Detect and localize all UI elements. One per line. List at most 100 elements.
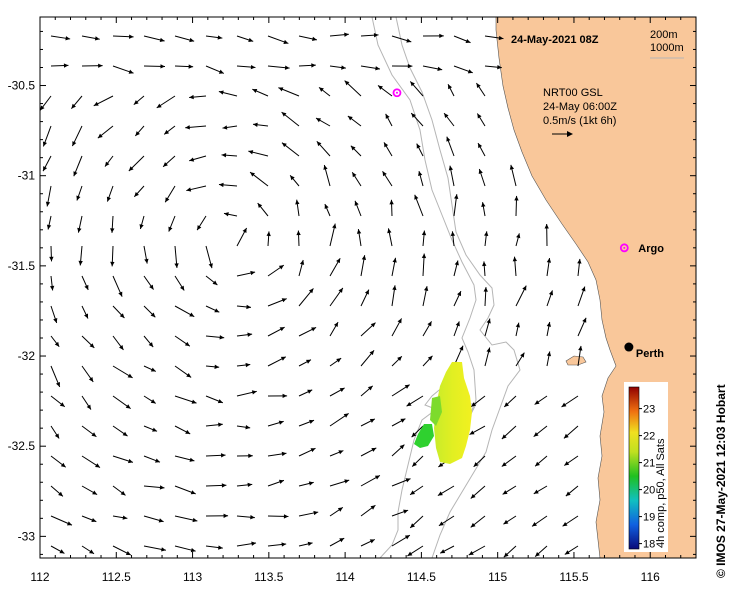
current-arrow (174, 545, 196, 553)
current-arrow (546, 351, 552, 367)
current-arrow (501, 425, 517, 440)
current-arrow (298, 419, 315, 427)
current-arrow (189, 94, 207, 100)
sst-cool-patch (414, 424, 434, 448)
current-arrow (324, 203, 331, 217)
current-arrow (329, 223, 337, 247)
current-arrow (81, 275, 89, 291)
current-arrow (112, 545, 132, 556)
contour-label-200m: 200m (650, 29, 678, 41)
current-arrow (411, 425, 424, 438)
map-title: 24-May-2021 08Z (511, 34, 599, 46)
current-arrow (164, 185, 176, 203)
current-arrow (534, 395, 548, 405)
current-arrow (267, 326, 285, 337)
current-arrow (112, 275, 123, 297)
current-arrow (205, 513, 229, 518)
current-arrow (267, 542, 287, 547)
current-arrow (391, 355, 403, 367)
current-arrow (360, 418, 376, 427)
current-arrow (128, 155, 145, 172)
current-arrow (236, 482, 253, 488)
current-arrow (45, 185, 52, 207)
current-arrow (112, 395, 131, 410)
current-arrow (422, 286, 429, 307)
current-arrow (257, 202, 269, 217)
argo-float-offshore (392, 88, 402, 98)
current-arrow (515, 233, 521, 247)
current-arrow (174, 35, 195, 43)
current-arrow (391, 534, 411, 547)
current-arrow (71, 95, 83, 109)
current-arrow (236, 390, 257, 397)
current-arrow (544, 223, 549, 247)
y-tick-label: -33 (18, 529, 36, 543)
current-arrow (437, 485, 455, 496)
colorbar-tick-label: 21 (643, 458, 655, 470)
current-arrow (448, 165, 455, 187)
current-arrow (329, 537, 345, 547)
current-arrow (391, 509, 409, 517)
x-tick-label: 115 (488, 570, 507, 584)
current-arrow (50, 63, 69, 68)
current-vectors (39, 32, 587, 558)
current-arrow (533, 425, 548, 437)
current-arrow (112, 335, 124, 351)
current-arrow (421, 253, 427, 277)
current-arrow (42, 125, 52, 147)
current-arrow (329, 65, 346, 70)
current-arrow (205, 245, 213, 269)
current-arrow (222, 125, 238, 130)
current-arrow (78, 245, 83, 266)
current-arrow (112, 305, 125, 319)
sst-mid-patch (430, 396, 442, 426)
current-arrow (323, 164, 331, 187)
current-arrow (50, 35, 71, 41)
y-axis: -30.5 -31 -31.5 -32 -32.5 -33 (8, 30, 696, 555)
current-arrow (438, 515, 455, 527)
current-arrow (562, 515, 579, 527)
current-arrow (382, 171, 393, 187)
current-arrow (205, 422, 223, 427)
current-arrow (205, 35, 223, 40)
current-arrow (477, 142, 486, 157)
current-arrow (295, 199, 300, 217)
colorbar-tick-label: 20 (643, 485, 655, 497)
current-arrow (267, 514, 289, 519)
current-arrow (267, 393, 288, 399)
current-arrow (298, 326, 317, 337)
current-arrow (223, 212, 238, 217)
current-arrow (205, 453, 226, 458)
current-arrow (418, 171, 424, 187)
current-arrow (546, 321, 551, 337)
current-arrow (97, 125, 114, 139)
current-arrow (143, 515, 164, 523)
current-arrow (298, 510, 319, 517)
current-arrow (143, 455, 161, 463)
current-arrow (174, 305, 195, 318)
current-arrow (296, 230, 301, 247)
current-arrow (236, 453, 253, 459)
current-arrow (391, 63, 413, 69)
current-arrow (81, 395, 92, 410)
current-arrow (252, 122, 269, 127)
vector-scale-arrow (552, 131, 573, 137)
current-arrow (81, 305, 89, 319)
current-arrow (329, 321, 339, 337)
current-arrow (236, 515, 255, 520)
current-arrow (577, 286, 586, 307)
current-arrow (565, 485, 579, 497)
current-arrow (360, 65, 381, 71)
current-arrow (143, 365, 157, 372)
y-tick-label: -31.5 (8, 259, 36, 273)
current-arrow (416, 143, 424, 157)
current-arrow (391, 444, 405, 457)
sst-patch (414, 362, 472, 464)
model-time: 24-May 06:00Z (543, 101, 617, 113)
current-arrow (267, 479, 285, 487)
x-tick-label: 113 (183, 570, 202, 584)
current-arrow (360, 538, 375, 547)
current-arrow (484, 231, 489, 247)
current-arrow (39, 95, 52, 111)
current-arrow (377, 85, 393, 97)
